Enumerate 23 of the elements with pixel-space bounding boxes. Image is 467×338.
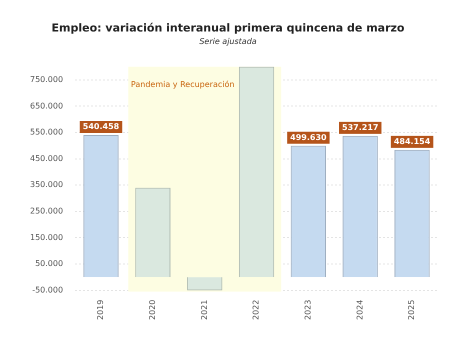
y-tick-label: 450.000 — [30, 154, 64, 163]
data-label: 540.458 — [82, 122, 120, 132]
data-label: 499.630 — [290, 132, 328, 142]
band-label: Pandemia y Recuperación — [130, 80, 234, 89]
data-label: 484.154 — [394, 136, 431, 146]
data-label: 537.217 — [342, 122, 378, 132]
y-tick-label: 50.000 — [35, 259, 64, 268]
y-tick-label: 150.000 — [30, 232, 64, 242]
x-tick-label: 2019 — [96, 300, 106, 320]
x-tick-label: 2025 — [407, 300, 416, 320]
x-tick-label: 2021 — [200, 300, 209, 320]
chart-subtitle: Serie ajustada — [199, 37, 257, 46]
x-tick-label: 2023 — [303, 300, 312, 320]
chart-title: Empleo: variación interanual primera quincena de marzo — [52, 21, 405, 34]
x-tick-label: 2020 — [148, 300, 157, 320]
y-tick-label: 650.000 — [30, 101, 64, 110]
y-tick-label: 750.000 — [30, 75, 64, 84]
y-tick-label: 350.000 — [30, 180, 64, 190]
y-tick-label: -50.000 — [32, 285, 64, 294]
y-tick-label: 550.000 — [30, 128, 64, 137]
y-tick-label: 250.000 — [30, 206, 64, 216]
x-tick-label: 2024 — [355, 300, 364, 320]
x-tick-label: 2022 — [252, 300, 261, 320]
